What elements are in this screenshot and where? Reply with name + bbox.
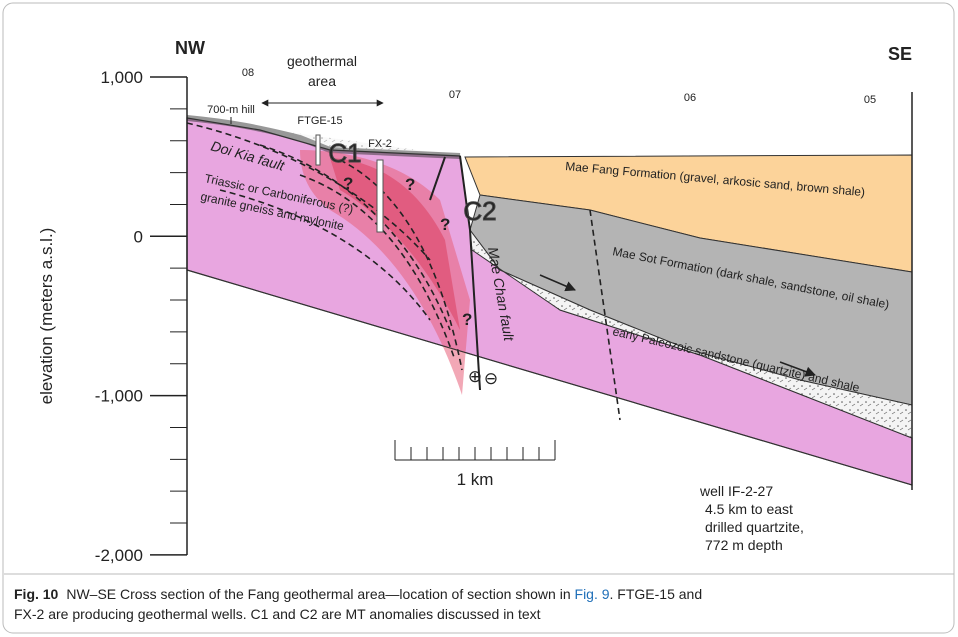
anomaly-label: C2 bbox=[463, 196, 496, 226]
y-tick-label: -1,000 bbox=[95, 387, 143, 406]
question: ? bbox=[343, 174, 353, 193]
hill-label: 700-m hill bbox=[207, 104, 255, 116]
question: ? bbox=[405, 175, 415, 194]
figure: 1,000 0 -1,000 -2,000 1 km elevation (meter… bbox=[0, 0, 958, 637]
well-id: 08 bbox=[242, 67, 254, 79]
caption-label: Fig. 10 bbox=[14, 586, 59, 602]
well-id: 06 bbox=[684, 92, 696, 104]
y-tick-label: 0 bbox=[134, 227, 143, 246]
caption-link[interactable]: Fig. 9 bbox=[575, 586, 610, 602]
minus: ⊖ bbox=[484, 369, 498, 388]
question: ? bbox=[440, 215, 450, 234]
well-id: 05 bbox=[864, 94, 876, 106]
caption-text: . FTGE-15 and bbox=[610, 586, 703, 602]
note-line: 4.5 km to east bbox=[705, 501, 793, 517]
note-line: 772 m depth bbox=[705, 537, 783, 553]
area-label: area bbox=[308, 73, 336, 89]
anomaly-label: C1 bbox=[328, 138, 361, 168]
axis-label: elevation (meters a.s.l.) bbox=[37, 228, 56, 405]
caption-text: NW–SE Cross section of the Fang geotherm… bbox=[66, 586, 574, 602]
note-line: well IF-2-27 bbox=[699, 483, 773, 499]
area-label: geothermal bbox=[287, 53, 357, 69]
end-label: SE bbox=[888, 44, 912, 64]
y-tick-label: 1,000 bbox=[100, 68, 143, 87]
scale-label: 1 km bbox=[457, 470, 494, 489]
question: ? bbox=[462, 310, 472, 329]
well-label: FTGE-15 bbox=[297, 115, 342, 127]
well-fx2 bbox=[377, 160, 383, 232]
well-id: 07 bbox=[449, 89, 461, 101]
note-line: drilled quartzite, bbox=[705, 519, 804, 535]
caption: Fig. 10 NW–SE Cross section of the Fang g… bbox=[14, 586, 702, 602]
well-ftge15 bbox=[316, 135, 320, 165]
well-label: FX-2 bbox=[368, 138, 392, 150]
plus: ⊕ bbox=[468, 367, 482, 386]
end-label: NW bbox=[175, 38, 205, 58]
y-tick-label: -2,000 bbox=[95, 546, 143, 565]
caption-text: FX-2 are producing geothermal wells. C1 … bbox=[14, 606, 541, 622]
